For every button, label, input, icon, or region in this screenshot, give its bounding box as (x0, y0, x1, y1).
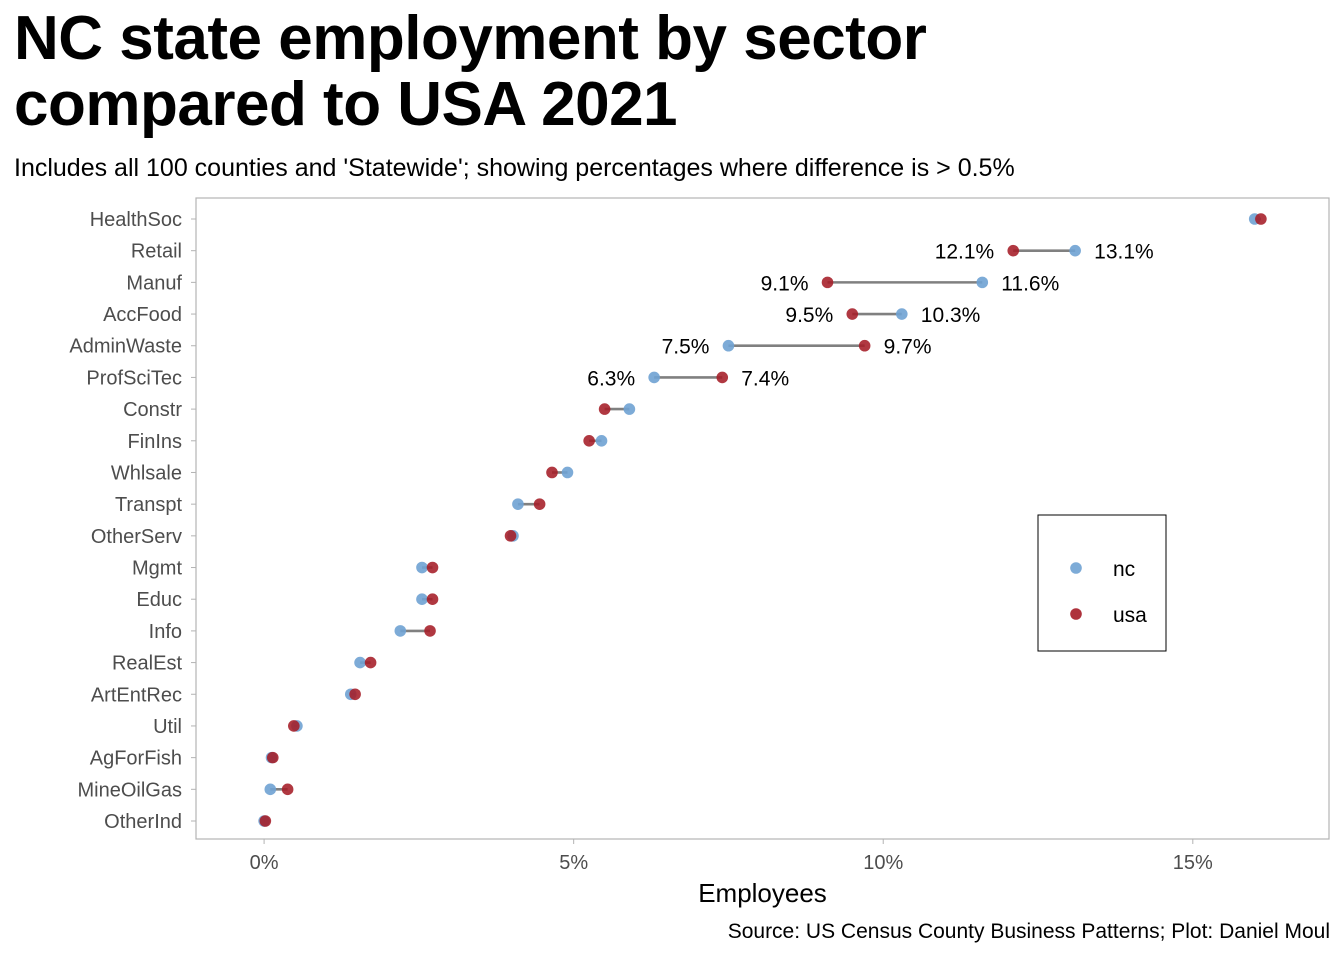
point-nc (561, 466, 574, 479)
data-label-left: 9.5% (785, 304, 833, 327)
point-nc (648, 371, 660, 384)
point-usa (349, 688, 361, 701)
point-usa (546, 466, 558, 479)
data-label-right: 9.7% (884, 336, 932, 359)
point-nc (595, 434, 608, 447)
chart-marks: 12.1% 13.1% 9.1% 11.6% 9.5% 10.3% 7.5% 9.7% 6.3%… (258, 213, 1267, 827)
y-axis: HealthSoc Retail Manuf AccFood AdminWaste Pro… (69, 209, 196, 833)
data-label-right: 11.6% (1001, 272, 1059, 295)
data-label-right: 13.1% (1094, 241, 1154, 264)
point-nc (354, 656, 366, 669)
data-label-left: 9.1% (761, 272, 809, 295)
point-nc (896, 308, 908, 320)
point-usa (583, 434, 595, 447)
legend-key-usa (1070, 608, 1082, 620)
y-tick-label: AccFood (103, 304, 182, 326)
point-nc (1069, 244, 1081, 257)
y-tick-label: MineOilGas (78, 779, 182, 801)
y-tick-label: FinIns (128, 431, 182, 453)
point-usa (288, 720, 300, 732)
point-nc (623, 403, 636, 415)
x-tick-label: 5% (559, 852, 588, 874)
point-usa (364, 656, 377, 669)
y-tick-label: Constr (123, 399, 182, 421)
point-usa (716, 371, 729, 384)
y-tick-label: OtherInd (104, 811, 182, 833)
y-tick-label: Transpt (115, 494, 183, 516)
y-tick-label: AgForFish (90, 748, 182, 770)
point-usa (858, 339, 871, 352)
point-nc (976, 276, 989, 289)
x-tick-label: 0% (250, 852, 279, 874)
point-usa (598, 403, 611, 415)
y-tick-label: Educ (136, 589, 182, 611)
point-usa (821, 276, 834, 289)
y-tick-label: ArtEntRec (91, 684, 182, 706)
y-tick-label: AdminWaste (69, 336, 182, 358)
plot-panel-border (195, 197, 1330, 840)
point-nc (416, 561, 428, 574)
x-axis: 0% 5% 10% 15% (250, 839, 1213, 874)
y-tick-label: OtherServ (91, 526, 182, 548)
chart-caption: Source: US Census County Business Patter… (727, 920, 1330, 943)
chart-title: NC state employment by sector compared t… (14, 4, 927, 139)
legend-box (1037, 514, 1167, 652)
data-label-left: 12.1% (935, 241, 995, 264)
legend-label-usa: usa (1113, 604, 1147, 627)
point-usa (426, 593, 439, 606)
point-usa (1007, 244, 1020, 257)
y-tick-label: HealthSoc (90, 209, 182, 231)
point-usa (259, 815, 272, 827)
point-nc (416, 593, 428, 606)
point-nc (264, 783, 277, 796)
y-tick-label: Retail (131, 241, 182, 263)
point-usa (533, 498, 546, 510)
point-usa (266, 751, 279, 764)
legend: nc usa (1037, 514, 1167, 652)
x-tick-label: 15% (1173, 852, 1213, 874)
y-tick-label: RealEst (112, 653, 182, 675)
legend-label-nc: nc (1113, 558, 1135, 581)
legend-key-nc (1070, 562, 1082, 574)
x-tick-label: 10% (863, 852, 903, 874)
y-tick-label: Manuf (126, 272, 182, 294)
point-usa (281, 783, 294, 796)
y-tick-label: Whlsale (111, 462, 182, 484)
point-usa (1255, 213, 1267, 225)
data-label-left: 6.3% (587, 367, 635, 390)
point-usa (426, 561, 439, 574)
point-nc (512, 498, 524, 510)
point-nc (722, 339, 735, 352)
chart-subtitle: Includes all 100 counties and 'Statewide… (14, 154, 1015, 182)
y-tick-label: Mgmt (132, 558, 182, 580)
y-tick-label: Info (149, 621, 182, 643)
point-usa (846, 308, 859, 320)
y-tick-label: Util (153, 716, 182, 738)
data-label-right: 10.3% (921, 304, 981, 327)
point-usa (504, 530, 517, 542)
data-label-right: 7.4% (741, 367, 789, 390)
point-nc (394, 625, 407, 637)
x-axis-title: Employees (698, 878, 827, 908)
data-label-left: 7.5% (662, 336, 710, 359)
point-usa (424, 625, 436, 637)
y-tick-label: ProfSciTec (86, 367, 182, 389)
